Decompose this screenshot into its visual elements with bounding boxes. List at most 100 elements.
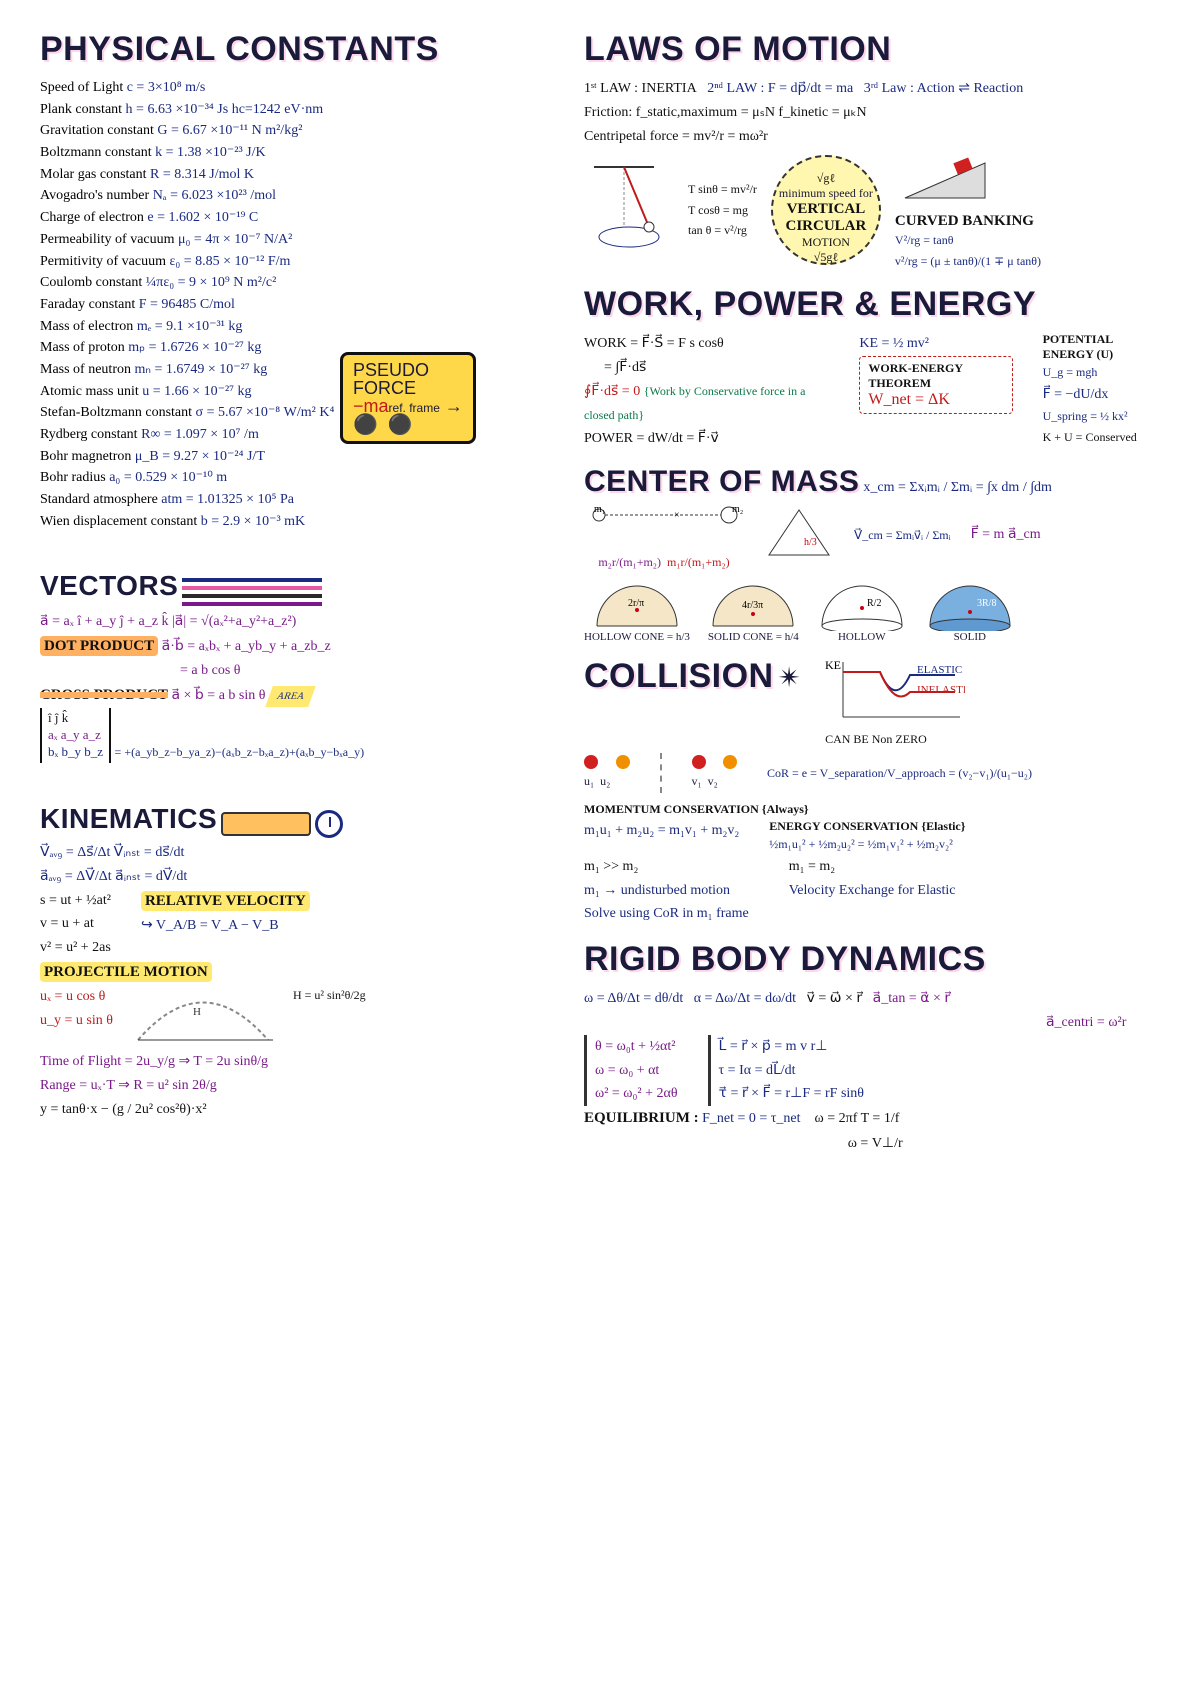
wet-formula: W_net = ΔK (868, 391, 1003, 409)
alpha: α = Δω/Δt = dω/dt (694, 991, 796, 1006)
solid-cone-label: SOLID CONE = h/4 (708, 631, 799, 643)
equil-label: EQUILIBRIUM : (584, 1110, 699, 1126)
uspring: U_spring = ½ kx² (1043, 406, 1167, 426)
constant-row: Charge of electron e = 1.602 × 10⁻¹⁹ C (40, 207, 544, 229)
cross-product-label: CROSS PRODUCT (40, 687, 168, 703)
dot-product-label: DOT PRODUCT (40, 636, 158, 656)
fma-formula: F⃗ = m a⃗_cm (971, 523, 1041, 547)
svg-text:KE: KE (825, 658, 841, 672)
cor-formula: CoR = e = V_separation/V_approach = (v₂−… (767, 763, 1032, 783)
proj-label: PROJECTILE MOTION (40, 962, 212, 982)
ux-formula: uₓ = u cos θ (40, 989, 105, 1004)
twobody1: m₂r/(m₁+m₂) (598, 555, 661, 569)
ke-graph-icon: KE ELASTIC INELASTIC CAN BE Non ZERO (825, 657, 965, 747)
vbadge1: VERTICAL (773, 201, 879, 218)
relvel-formula: ↪ V_A/B = V_A − V_B (141, 914, 310, 938)
constant-row: Gravitation constant G = 6.67 ×10⁻¹¹ N m… (40, 120, 544, 142)
case1c: Solve using CoR in m₁ frame (584, 902, 749, 926)
vperp-formula: ω = V⊥/r (584, 1132, 1166, 1156)
conserved: K + U = Conserved (1043, 427, 1167, 447)
constant-row: Avogadro's number Nₐ = 6.023 ×10²³ /mol (40, 185, 544, 207)
tau1: τ = Iα = dL⃗/dt (719, 1059, 864, 1083)
constant-row: Faraday constant F = 96485 C/mol (40, 294, 544, 316)
collision-heading: COLLISION (584, 657, 774, 695)
constant-row: Plank constant h = 6.63 ×10⁻³⁴ Js hc=124… (40, 99, 544, 121)
incline-icon (895, 148, 1041, 213)
range-formula: Range = uₓ·T ⇒ R = u² sin 2θ/g (40, 1074, 544, 1098)
rigid-heading: RIGID BODY DYNAMICS (584, 940, 1166, 979)
dot-product-formula: a⃗·b⃗ = aₓbₓ + a_yb_y + a_zb_z (162, 639, 331, 654)
power-formula: POWER = dW/dt = F⃗·v⃗ (584, 427, 829, 451)
uy-formula: u_y = u sin θ (40, 1013, 113, 1028)
vbadge-top: minimum speed for (773, 186, 879, 201)
constant-row: Speed of Light c = 3×10⁸ m/s (40, 77, 544, 99)
vertical-circular-badge: √gℓ minimum speed for VERTICAL CIRCULAR … (771, 155, 881, 265)
constant-row: Bohr magnetron μ_B = 9.27 × 10⁻²⁴ J/T (40, 446, 544, 468)
tof-formula: Time of Flight = 2u_y/g ⇒ T = 2u sinθ/g (40, 1050, 544, 1074)
work-section: WORK, POWER & ENERGY WORK = F⃗·S⃗ = F s … (584, 285, 1166, 451)
vectors-section: VECTORS a⃗ = aₓ î + a_y ĵ + a_z k̂ |a⃗| … (40, 546, 544, 765)
third-law: 3ʳᵈ Law : Action ⇌ Reaction (864, 81, 1023, 96)
banking-title: CURVED BANKING (895, 213, 1041, 230)
svg-text:3R/8: 3R/8 (977, 598, 996, 609)
atan: a⃗_tan = α⃗ × r⃗ (873, 991, 950, 1006)
svg-text:R/2: R/2 (867, 598, 881, 609)
pseudo-line2: FORCE (353, 379, 463, 397)
work-heading: WORK, POWER & ENERGY (584, 285, 1166, 324)
clock-icon (315, 810, 343, 838)
dome-hollow-hemi: R/2 HOLLOW (817, 576, 907, 643)
ke-formula: KE = ½ mv² (859, 332, 1012, 356)
constant-row: Boltzmann constant k = 1.38 ×10⁻²³ J/K (40, 142, 544, 164)
vtop: √gℓ (773, 171, 879, 186)
second-law: 2ⁿᵈ LAW : F = dp⃗/dt = ma (707, 81, 853, 96)
parallelogram-icon: AREA (265, 686, 316, 707)
omega: ω = Δθ/Δt = dθ/dt (584, 991, 683, 1006)
cross-expansion: = +(a_yb_z−b_ya_z)−(aₓb_z−bₓa_z)+(aₓb_y−… (115, 745, 365, 759)
collision-balls-row: u₁ u₂ v₁ v₂ CoR = e = V_separation/V_app… (584, 753, 1166, 793)
collision-splash-icon: ✴ (778, 663, 801, 694)
laws-section: LAWS OF MOTION 1ˢᵗ LAW : INERTIA 2ⁿᵈ LAW… (584, 30, 1166, 271)
suvat3: v² = u² + 2as (40, 936, 111, 960)
rkin3: ω² = ω₀² + 2αθ (595, 1082, 678, 1106)
svg-text:H: H (193, 1006, 201, 1018)
svg-text:m₂: m₂ (732, 504, 743, 515)
svg-text:INELASTIC: INELASTIC (917, 684, 965, 696)
closed-integral: ∮F⃗·ds⃗ = 0 (584, 384, 640, 399)
center-heading: CENTER OF MASS (584, 465, 859, 498)
vbot: √5gℓ (773, 250, 879, 265)
svg-text:4r/3π: 4r/3π (742, 600, 763, 611)
constant-row: Mass of electron mₑ = 9.1 ×10⁻³¹ kg (40, 316, 544, 338)
cross-product-formula: a⃗ × b⃗ = a b sin θ (171, 688, 265, 703)
fdu: F⃗ = −dU/dx (1043, 387, 1109, 402)
vectors-heading: VECTORS (40, 570, 178, 602)
constant-row: Permeability of vacuum μ₀ = 4π × 10⁻⁷ N/… (40, 229, 544, 251)
constants-heading: PHYSICAL CONSTANTS (40, 30, 544, 69)
vcm-formula: V⃗_cm = Σmᵢv⃗ᵢ / Σmᵢ (854, 525, 951, 545)
first-law: 1ˢᵗ LAW : INERTIA (584, 81, 697, 96)
mom-label: MOMENTUM CONSERVATION {Always} (584, 799, 1166, 819)
dome-solid-cone: 4r/3π SOLID CONE = h/4 (708, 576, 799, 643)
ruler-icon (221, 812, 311, 836)
equil-formula: F_net = 0 = τ_net (702, 1111, 800, 1126)
solid-label: SOLID (954, 631, 986, 643)
vector-arrows-icon (182, 574, 322, 610)
constant-row: Permitivity of vacuum ε₀ = 8.85 × 10⁻¹² … (40, 251, 544, 273)
svg-text:2r/π: 2r/π (628, 598, 644, 609)
det-r2: bₓ b_y b_z (48, 744, 103, 759)
vavg-formula: V⃗ₐᵥ₉ = Δs⃗/Δt V⃗ᵢₙₛₜ = ds⃗/dt (40, 841, 544, 865)
trajectory-icon: H (133, 985, 273, 1050)
aavg-formula: a⃗ₐᵥ₉ = ΔV⃗/Δt a⃗ᵢₙₛₜ = dV⃗/dt (40, 865, 544, 889)
nonzero-label: CAN BE Non ZERO (825, 732, 965, 747)
banking2: v²/rg = (μ ± tanθ)/(1 ∓ μ tanθ) (895, 251, 1041, 271)
hmax-formula: H = u² sin²θ/2g (293, 985, 366, 1005)
trajectory-formula: y = tanθ·x − (g / 2u² cos²θ)·x² (40, 1098, 544, 1122)
v-formula: v⃗ = ω⃗ × r⃗ (807, 991, 863, 1006)
xcm-formula: x_cm = Σxᵢmᵢ / Σmᵢ = ∫x dm / ∫dm (863, 480, 1052, 495)
svg-text:h/3: h/3 (804, 537, 817, 548)
triangle-icon: h/3 (764, 505, 834, 565)
dome-solid-hemi: 3R/8 SOLID (925, 576, 1015, 643)
relvel-label: RELATIVE VELOCITY (141, 891, 310, 911)
work-def: WORK = F⃗·S⃗ = F s cosθ (584, 332, 829, 356)
rkin2: ω = ω₀ + αt (595, 1059, 678, 1083)
work-def2: = ∫F⃗·ds⃗ (604, 356, 829, 380)
